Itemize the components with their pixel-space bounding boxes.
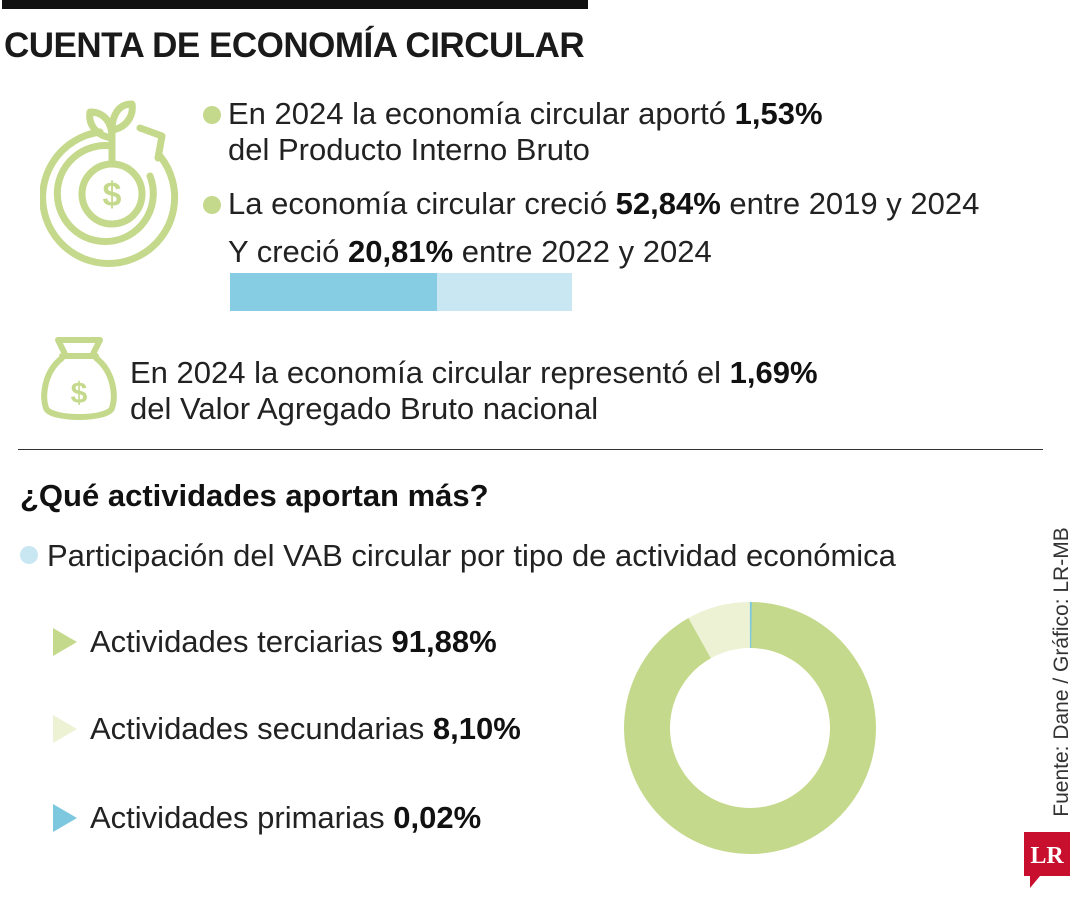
svg-text:$: $	[71, 377, 88, 410]
legend-value: 8,10%	[432, 711, 521, 746]
legend-label: Actividades secundarias	[90, 711, 425, 746]
bullet-dot	[203, 106, 221, 124]
legend-item-terciarias: Actividades terciarias 91,88%	[90, 624, 497, 660]
legend-marker-terciarias	[53, 628, 77, 656]
svg-text:$: $	[103, 176, 122, 214]
chart-subtitle: Participación del VAB circular por tipo …	[47, 538, 896, 573]
fact-growth-value: 52,84%	[615, 186, 721, 221]
fact-vab-text: En 2024 la economía circular representó …	[130, 355, 730, 390]
legend-item-primarias: Actividades primarias 0,02%	[90, 800, 481, 836]
lr-logo: LR	[1024, 832, 1070, 888]
section-divider	[18, 449, 1043, 450]
section-title: ¿Qué actividades aportan más?	[20, 478, 489, 513]
fact-growth-text: La economía circular creció	[228, 186, 616, 221]
money-bag-icon: $	[41, 337, 117, 420]
fact-growth2-value: 20,81%	[348, 234, 454, 269]
page-title: CUENTA DE ECONOMÍA CIRCULAR	[4, 26, 585, 65]
donut-slice-terciarias	[624, 602, 876, 854]
donut-slice-primarias	[749, 602, 752, 649]
fact-growth-line: La economía circular creció 52,84% entre…	[228, 186, 979, 222]
fact-pib-line1: En 2024 la economía circular aportó 1,53…	[228, 96, 823, 132]
legend-label: Actividades terciarias	[90, 624, 383, 659]
growth-bar	[230, 273, 572, 311]
fact-growth2-text: Y creció	[228, 234, 349, 269]
legend-value: 0,02%	[393, 800, 482, 835]
source-credit: Fuente: Dane / Gráfico: LR-MB	[1044, 522, 1080, 822]
legend-item-secundarias: Actividades secundarias 8,10%	[90, 711, 521, 747]
legend-marker-secundarias	[53, 715, 77, 743]
growth-bar-segment-2022-2024	[437, 273, 572, 311]
fact-vab-line2: del Valor Agregado Bruto nacional	[130, 391, 599, 426]
source-text: Fuente: Dane / Gráfico: LR-MB	[1050, 527, 1073, 817]
top-rule	[2, 0, 588, 9]
legend-marker-primarias	[53, 804, 77, 832]
fact-growth-period: entre 2019 y 2024	[720, 186, 980, 221]
fact-vab-line1: En 2024 la economía circular representó …	[130, 355, 818, 391]
lr-logo-mark: LR	[1024, 832, 1070, 888]
fact-growth2-line: Y creció 20,81% entre 2022 y 2024	[228, 234, 712, 270]
bullet-dot	[20, 546, 38, 564]
donut-chart	[624, 602, 876, 854]
bullet-dot	[203, 196, 221, 214]
growth-bar-segment-2019-2022	[230, 273, 438, 311]
fact-pib-line2: del Producto Interno Bruto	[228, 132, 590, 167]
money-cycle-icon: $	[40, 100, 179, 267]
svg-text:LR: LR	[1030, 843, 1064, 869]
legend-label: Actividades primarias	[90, 800, 385, 835]
legend-value: 91,88%	[391, 624, 497, 659]
fact-vab-value: 1,69%	[729, 355, 818, 390]
fact-growth2-period: entre 2022 y 2024	[453, 234, 712, 269]
donut-slice-secundarias	[688, 602, 750, 659]
fact-pib-text: En 2024 la economía circular aportó	[228, 96, 735, 131]
fact-pib-value: 1,53%	[734, 96, 823, 131]
